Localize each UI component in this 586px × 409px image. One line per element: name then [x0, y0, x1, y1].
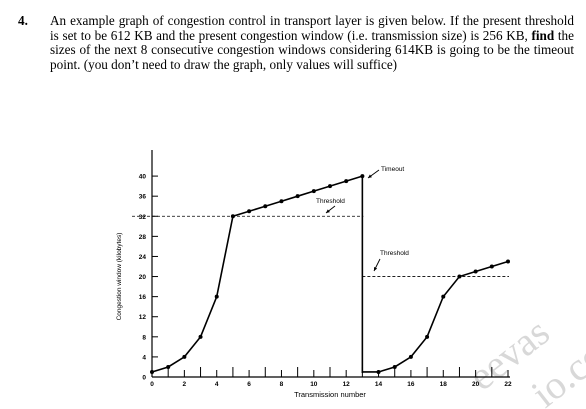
threshold-annotation-2: Threshold: [380, 250, 409, 257]
threshold-arrow-2-head: [374, 267, 378, 271]
x-tick-label-20: 20: [472, 381, 480, 388]
y-tick-label-4: 4: [142, 354, 146, 361]
data-point-1-1: [166, 364, 171, 369]
x-tick-label-4: 4: [215, 381, 219, 388]
x-tick-label-6: 6: [247, 381, 251, 388]
data-point-2-18: [441, 294, 446, 299]
y-tick-label-32: 32: [139, 214, 147, 221]
y-tick-label-16: 16: [139, 294, 147, 301]
x-tick-label-14: 14: [375, 381, 383, 388]
y-tick-label-40: 40: [139, 174, 147, 181]
x-tick-label-22: 22: [504, 381, 512, 388]
data-point-1-10: [311, 189, 316, 194]
data-point-1-6: [247, 209, 252, 214]
data-point-2-16: [408, 354, 413, 359]
x-tick-label-18: 18: [440, 381, 448, 388]
data-point-1-0: [150, 369, 154, 374]
data-point-1-5: [230, 214, 235, 219]
x-tick-label-8: 8: [280, 381, 284, 388]
data-point-1-7: [263, 204, 268, 209]
data-point-1-12: [344, 179, 349, 184]
chart-labels: Timeout Threshold Threshold: [316, 166, 409, 272]
data-point-1-2: [182, 354, 187, 359]
x-tick-label-12: 12: [343, 381, 351, 388]
data-point-2-21: [489, 264, 494, 269]
question-text-part-2: the sizes of the next 8 consecutive cong…: [50, 27, 574, 72]
question-block: 4. An example graph of congestion contro…: [18, 13, 574, 72]
series-line-1: [151, 175, 363, 373]
question-bold-word: find: [531, 27, 555, 43]
data-point-2-15: [392, 364, 397, 369]
data-point-2-17: [425, 334, 430, 339]
question-number: 4.: [18, 13, 28, 28]
data-point-1-8: [279, 199, 284, 204]
timeout-annotation: Timeout: [381, 166, 404, 173]
threshold-annotation-1: Threshold: [316, 198, 345, 205]
x-axis-label: Transmission number: [294, 390, 366, 399]
y-tick-label-20: 20: [139, 274, 147, 281]
data-point-2-20: [473, 269, 478, 274]
y-axis-label: Congestion window (kilobytes): [116, 233, 123, 321]
x-tick-label-10: 10: [310, 381, 318, 388]
data-point-1-3: [198, 334, 203, 339]
data-point-2-22: [506, 259, 510, 264]
y-tick-label-0: 0: [142, 375, 146, 382]
y-tick-label-24: 24: [139, 254, 147, 261]
threshold-arrow-1-head: [326, 209, 330, 213]
x-tick-label-2: 2: [183, 381, 187, 388]
question-text: An example graph of congestion control i…: [50, 13, 574, 72]
data-point-2-19: [457, 274, 462, 279]
question-text-part-1: An example graph of congestion control i…: [50, 13, 574, 43]
y-tick-label-8: 8: [142, 334, 146, 341]
x-tick-label-16: 16: [407, 381, 415, 388]
x-tick-label-0: 0: [150, 381, 154, 388]
threshold-lines: [132, 215, 509, 277]
data-point-1-4: [214, 294, 219, 299]
timeout-arrow-head: [368, 174, 372, 178]
chart-series: [150, 174, 510, 374]
y-tick-label-36: 36: [139, 194, 147, 201]
data-point-1-9: [295, 194, 300, 199]
data-point-1-11: [328, 184, 332, 189]
y-tick-label-28: 28: [139, 234, 147, 241]
y-tick-label-12: 12: [139, 314, 147, 321]
